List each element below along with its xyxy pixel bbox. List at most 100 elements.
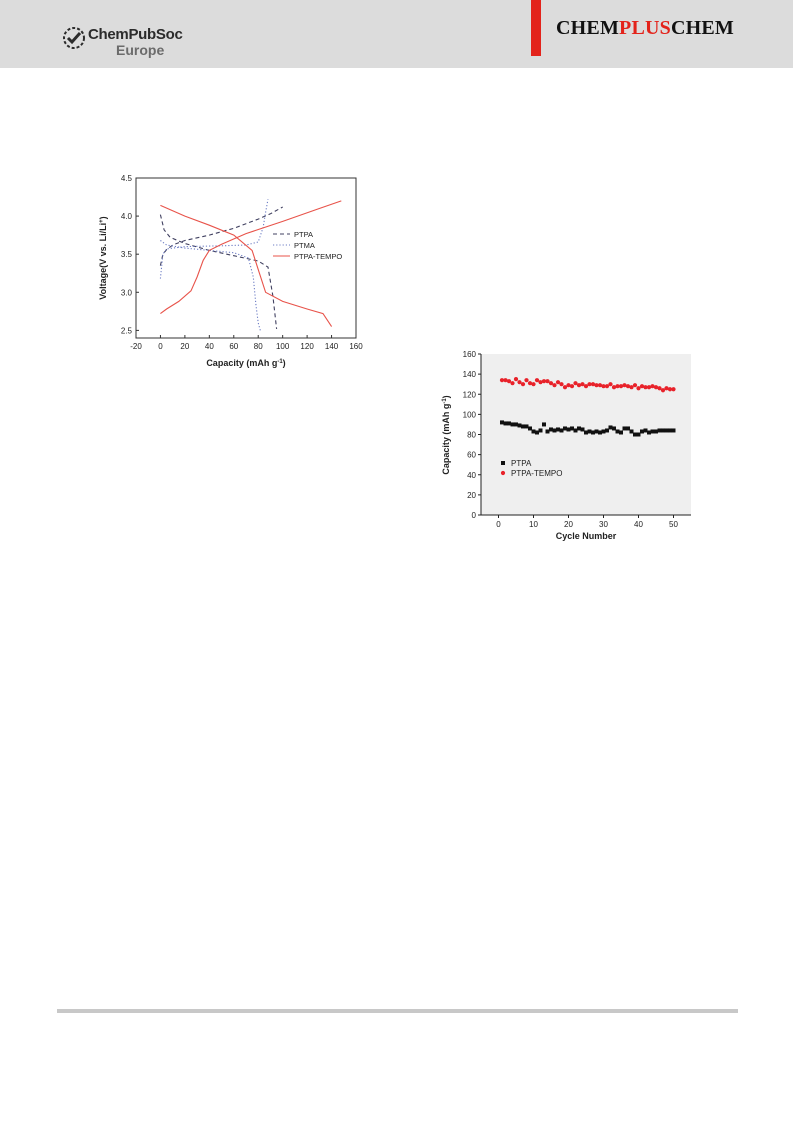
data-point-ptpa [566, 427, 571, 432]
series-line-ptpa-discharge [159, 214, 278, 329]
data-point-ptpa [545, 429, 550, 434]
data-point-ptpa-tempo [559, 382, 564, 387]
data-point-ptpa-tempo [622, 383, 627, 388]
x-axis-label: Capacity (mAh g-1) [206, 358, 285, 368]
plot-frame [135, 177, 357, 339]
data-point-ptpa-tempo [646, 385, 652, 390]
y-tick-label: 0 [472, 511, 477, 520]
journal-title: CHEMPLUSCHEM [556, 17, 734, 40]
data-point-ptpa-tempo [615, 384, 620, 389]
data-point-ptpa-tempo [541, 379, 547, 384]
data-point-ptpa-tempo [671, 387, 676, 392]
data-point-ptpa [633, 432, 637, 437]
publisher-name: ChemPubSoc [88, 26, 183, 43]
data-point-ptpa-tempo [587, 382, 592, 387]
data-point-ptpa-tempo [520, 382, 526, 387]
legend-label: PTPA [294, 230, 313, 239]
x-tick-label: -20 [130, 342, 142, 351]
data-point-ptpa-tempo [576, 383, 582, 388]
data-point-ptpa-tempo [594, 383, 599, 388]
data-point-ptpa [601, 429, 606, 434]
legend-marker [501, 461, 505, 465]
x-tick-label: 0 [496, 520, 501, 529]
data-point-ptpa [619, 430, 623, 435]
y-tick-label: 2.5 [121, 326, 133, 335]
series-line-ptpa-charge [159, 206, 283, 266]
y-tick-label: 60 [467, 451, 476, 460]
data-point-ptpa-tempo [513, 377, 519, 382]
data-point-ptpa [584, 430, 588, 435]
data-point-ptpa-tempo [597, 383, 603, 388]
data-point-ptpa-tempo [625, 384, 631, 389]
data-point-ptpa-tempo [590, 382, 596, 387]
data-point-ptpa-tempo [499, 378, 505, 383]
accent-bar [531, 0, 541, 56]
series-line-ptma-discharge [160, 240, 262, 333]
data-point-ptpa [608, 425, 613, 430]
data-point-ptpa [500, 420, 504, 425]
data-point-ptpa-tempo [660, 388, 666, 393]
y-tick-label: 140 [463, 370, 477, 379]
data-point-ptpa [612, 426, 616, 431]
x-tick-label: 140 [325, 342, 339, 351]
voltage-capacity-chart: -20 0 20 40 60 80 100 120 140 1602.53.03.54.04.5 … [98, 174, 363, 368]
data-point-ptpa [643, 428, 648, 433]
data-point-ptpa [514, 422, 518, 427]
journal-title-mid: PLUS [619, 17, 671, 39]
data-point-ptpa [664, 428, 669, 433]
legend-marker [500, 470, 506, 476]
data-point-ptpa-tempo [618, 384, 624, 389]
data-point-ptpa-tempo [573, 381, 578, 386]
data-point-ptpa-tempo [629, 385, 634, 390]
data-point-ptpa [528, 426, 532, 431]
data-point-ptpa-tempo [580, 382, 585, 387]
series-line-ptpa-tempo-charge [160, 200, 342, 315]
data-point-ptpa [594, 429, 599, 434]
data-point-ptpa [640, 429, 644, 434]
data-point-ptpa [657, 428, 662, 433]
data-point-ptpa [668, 428, 672, 433]
data-point-ptpa [580, 427, 585, 432]
data-point-ptpa [587, 429, 592, 434]
y-tick-label: 4.5 [121, 174, 133, 183]
data-point-ptpa-tempo [531, 382, 536, 387]
legend-label: PTPA [511, 459, 532, 468]
data-point-ptpa [524, 424, 529, 429]
data-point-ptpa-tempo [583, 384, 589, 389]
y-tick-label: 100 [463, 410, 477, 419]
data-point-ptpa-tempo [503, 378, 508, 383]
data-point-ptpa-tempo [667, 387, 673, 392]
y-axis-label: Capacity (mAh g-1) [441, 395, 451, 474]
data-point-ptpa [636, 432, 641, 437]
data-point-ptpa-tempo [639, 384, 645, 389]
data-point-ptpa [542, 422, 546, 427]
publisher-mark-icon [63, 27, 85, 49]
data-point-ptpa [650, 429, 655, 434]
data-point-ptpa [549, 427, 553, 432]
publisher-logo: ChemPubSoc Europe [62, 20, 202, 60]
data-point-ptpa-tempo [643, 385, 648, 390]
data-point-ptpa [654, 429, 658, 434]
y-tick-label: 3.5 [121, 250, 133, 259]
data-point-ptpa-tempo [562, 385, 568, 390]
y-tick-label: 4.0 [121, 212, 133, 221]
data-point-ptpa [510, 422, 515, 427]
data-point-ptpa-tempo [653, 385, 659, 390]
data-point-ptpa [503, 421, 508, 426]
data-point-ptpa [535, 430, 539, 435]
x-tick-label: 60 [229, 342, 238, 351]
data-point-ptpa [577, 426, 581, 431]
data-point-ptpa-tempo [664, 386, 669, 391]
x-tick-label: 50 [669, 520, 678, 529]
data-point-ptpa [598, 430, 602, 435]
publisher-subtitle: Europe [116, 42, 165, 58]
data-point-ptpa [647, 430, 651, 435]
data-point-ptpa [622, 426, 627, 431]
legend-label: PTPA-TEMPO [511, 469, 562, 478]
data-point-ptpa-tempo [632, 383, 638, 388]
data-point-ptpa-tempo [555, 380, 561, 385]
plot-background [481, 354, 691, 515]
data-point-ptpa [507, 421, 511, 426]
data-point-ptpa-tempo [545, 379, 550, 384]
data-point-ptpa [615, 429, 620, 434]
